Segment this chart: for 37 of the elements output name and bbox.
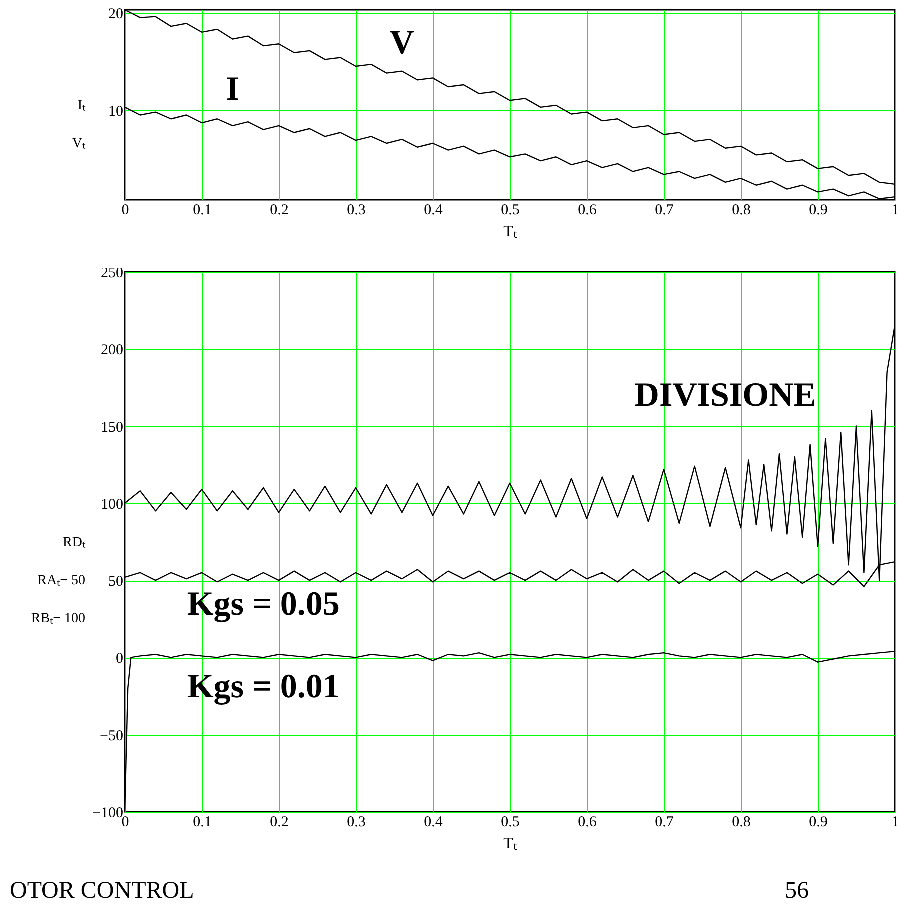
- y-tick-label: 50: [108, 574, 124, 590]
- x-tick-label: 0.1: [193, 202, 212, 218]
- text: 56: [785, 878, 809, 904]
- y-tick-label: 0: [116, 651, 124, 668]
- x-tick-label: 1: [892, 814, 900, 830]
- x-tick-label: 0.4: [424, 814, 444, 830]
- text: RDₜ RAₜ− 50 RBₜ− 100: [31, 536, 86, 626]
- x-tick-label: 0.9: [809, 814, 828, 830]
- x-tick-label: 0.1: [193, 814, 212, 830]
- series-label: I: [226, 70, 240, 108]
- y-tick-label: 150: [101, 420, 124, 436]
- x-tick-label: 0.5: [501, 814, 520, 830]
- y-tick-label: 200: [101, 342, 124, 359]
- series-label: V: [390, 24, 415, 62]
- x-tick-label: 0.6: [578, 202, 598, 218]
- x-tick-label: 1: [892, 202, 900, 218]
- y-tick-label: 20: [108, 6, 124, 22]
- x-axis-title: Tₜ: [504, 836, 518, 852]
- x-tick-label: 0.7: [655, 202, 674, 218]
- y-tick-label: −50: [100, 728, 124, 744]
- x-axis-title: Tₜ: [504, 224, 518, 240]
- x-tick-label: 0.4: [424, 202, 444, 218]
- y-tick-label: 10: [108, 104, 124, 120]
- y-tick-label: 100: [101, 496, 124, 513]
- x-tick-label: 0.3: [347, 814, 366, 830]
- y-tick-label: −100: [92, 806, 124, 822]
- x-tick-label: 0.5: [501, 202, 520, 218]
- x-tick-label: 0.9: [809, 202, 828, 218]
- x-tick-label: 0.2: [270, 814, 289, 830]
- x-tick-label: 0.2: [270, 202, 289, 218]
- text: Iₜ Vₜ: [72, 98, 86, 152]
- x-tick-label: 0.7: [655, 814, 674, 830]
- x-tick-label: 0.8: [732, 202, 751, 218]
- x-tick-label: 0.6: [578, 814, 598, 830]
- x-tick-label: 0.3: [347, 202, 366, 218]
- x-tick-label: 0.8: [732, 814, 751, 830]
- text: OTOR CONTROL: [10, 878, 194, 904]
